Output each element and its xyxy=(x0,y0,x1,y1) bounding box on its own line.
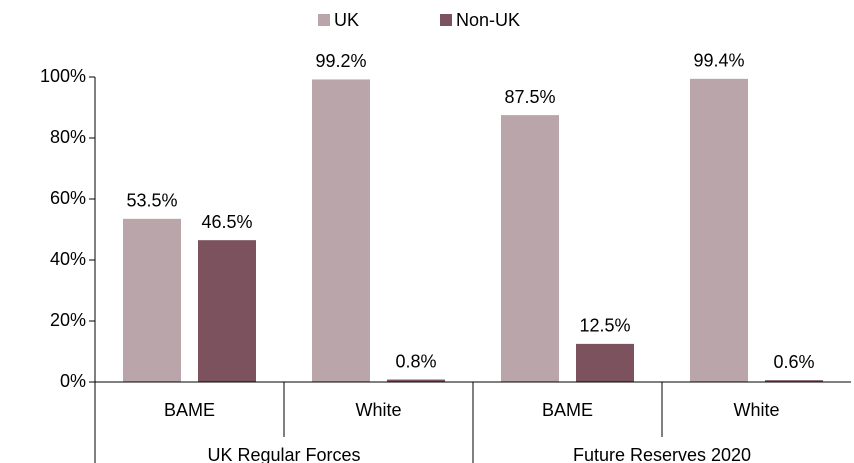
legend-label: UK xyxy=(334,10,359,30)
bar xyxy=(690,78,748,382)
bar xyxy=(765,380,823,382)
legend-swatch xyxy=(440,14,452,26)
x-tick-label: White xyxy=(355,400,401,420)
value-label: 0.8% xyxy=(395,351,436,371)
x-tick-label: BAME xyxy=(164,400,215,420)
value-label: 0.6% xyxy=(773,352,814,372)
y-tick-label: 60% xyxy=(50,188,86,208)
value-label: 46.5% xyxy=(201,212,252,232)
bar xyxy=(312,79,370,382)
group-label: UK Regular Forces xyxy=(207,445,360,463)
value-label: 53.5% xyxy=(126,191,177,211)
x-tick-label: BAME xyxy=(542,400,593,420)
bar xyxy=(576,343,634,382)
value-label: 12.5% xyxy=(579,316,630,336)
value-label: 99.2% xyxy=(315,51,366,71)
x-tick-label: White xyxy=(733,400,779,420)
y-tick-label: 80% xyxy=(50,127,86,147)
group-label: Future Reserves 2020 xyxy=(573,445,751,463)
y-tick-label: 0% xyxy=(60,371,86,391)
y-tick-label: 40% xyxy=(50,249,86,269)
value-label: 99.4% xyxy=(693,51,744,71)
legend-swatch xyxy=(318,14,330,26)
value-label: 87.5% xyxy=(504,87,555,107)
legend-label: Non-UK xyxy=(456,10,520,30)
y-tick-label: 100% xyxy=(40,66,86,86)
bar xyxy=(501,115,559,382)
bar xyxy=(123,218,181,382)
bar xyxy=(198,240,256,382)
y-tick-label: 20% xyxy=(50,310,86,330)
bar xyxy=(387,379,445,382)
